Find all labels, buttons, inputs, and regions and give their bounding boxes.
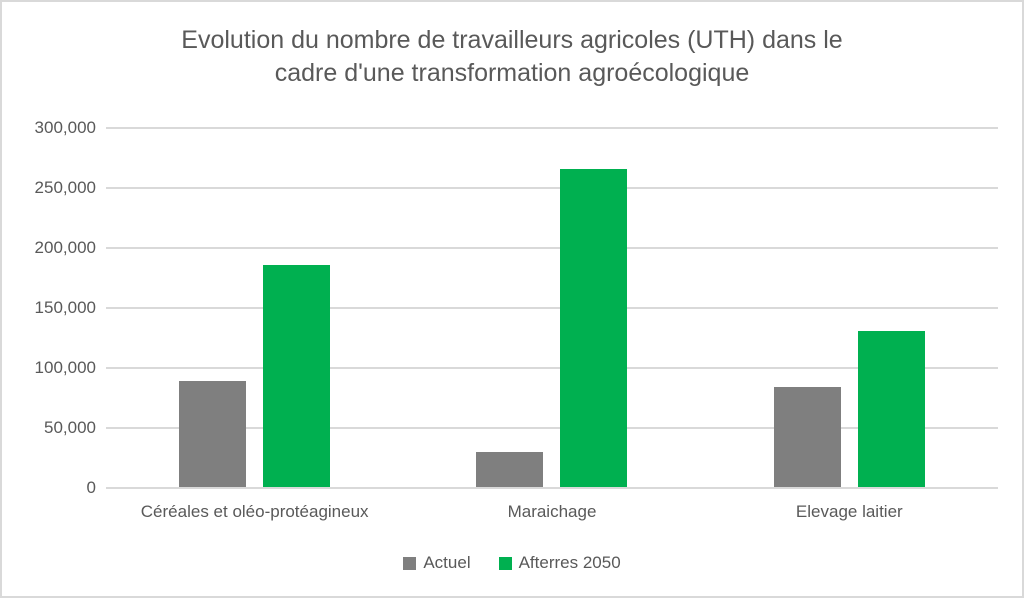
legend-item-actuel: Actuel xyxy=(403,553,471,573)
x-category-label-elevage-laitier: Elevage laitier xyxy=(795,502,903,521)
y-tick-label-300-000: 300,000 xyxy=(34,118,96,137)
gridline-50-000 xyxy=(106,427,998,429)
bar-group-elevage-laitier xyxy=(701,127,998,487)
y-axis: 0 50,000 100,000 150,000 200,000 250,000 300,0… xyxy=(2,118,96,497)
x-axis: Céréales et oléo-protéagineux Maraichage E… xyxy=(106,502,998,526)
bar-afterres-2050-elevage-laitier xyxy=(857,331,925,487)
legend-item-afterres-2050: Afterres 2050 xyxy=(498,553,621,573)
y-tick-label-50-000: 50,000 xyxy=(44,418,96,437)
gridline-100-000 xyxy=(106,367,998,369)
plot-area xyxy=(106,127,998,489)
gridline-300-000 xyxy=(106,127,998,129)
gridline-150-000 xyxy=(106,307,998,309)
y-tick-label-0: 0 xyxy=(86,478,96,497)
legend-marker-afterres-2050 xyxy=(498,556,512,570)
x-category-label-c-r-ales-et-ol-o-prot-agineux: Céréales et oléo-protéagineux xyxy=(140,502,369,521)
bar-actuel-c-r-ales-et-ol-o-prot-agineux xyxy=(179,381,247,487)
y-tick-label-250-000: 250,000 xyxy=(34,178,96,197)
bar-afterres-2050-c-r-ales-et-ol-o-prot-agineux xyxy=(263,265,331,487)
legend-label-afterres-2050: Afterres 2050 xyxy=(518,553,621,572)
y-tick-label-200-000: 200,000 xyxy=(34,238,96,257)
gridline-200-000 xyxy=(106,247,998,249)
chart-title-line-1: Evolution du nombre de travailleurs agri… xyxy=(181,26,843,54)
gridline-250-000 xyxy=(106,187,998,189)
chart-title: Evolution du nombre de travailleurs agri… xyxy=(2,24,1022,90)
legend-marker-actuel xyxy=(403,556,417,570)
bar-group-c-r-ales-et-ol-o-prot-agineux xyxy=(106,127,403,487)
y-tick-label-150-000: 150,000 xyxy=(34,298,96,317)
chart-title-line-2: cadre d'une transformation agroécologiqu… xyxy=(274,59,750,87)
bar-afterres-2050-maraichage xyxy=(560,169,628,487)
bar-actuel-elevage-laitier xyxy=(773,387,841,487)
bar-actuel-maraichage xyxy=(476,452,544,487)
legend: Actuel Afterres 2050 xyxy=(2,553,1022,573)
legend-label-actuel: Actuel xyxy=(423,553,471,572)
x-category-label-maraichage: Maraichage xyxy=(507,502,597,521)
y-tick-label-100-000: 100,000 xyxy=(34,358,96,377)
gridline-0 xyxy=(106,487,998,489)
bar-group-maraichage xyxy=(403,127,700,487)
